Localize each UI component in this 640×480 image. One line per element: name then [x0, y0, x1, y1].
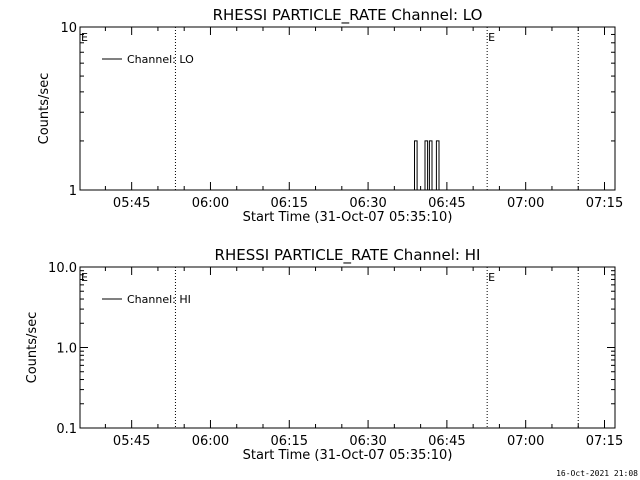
panel-2-x-tick-label: 06:45: [428, 434, 465, 449]
panel-1-x-tick-label: 07:00: [507, 196, 544, 211]
panel-2-x-tick-label: 06:30: [349, 434, 386, 449]
panel-2-y-tick-label: 1.0: [56, 342, 77, 357]
panel-2-chart-title: RHESSI PARTICLE_RATE Channel: HI: [215, 246, 481, 265]
panel-1-legend-label: Channel: LO: [127, 53, 194, 66]
panel-1-x-axis-label: Start Time (31-Oct-07 05:35:10): [243, 210, 453, 225]
panel-2-y-tick-label: 10.0: [48, 261, 77, 276]
panel-2-marker-label: E: [81, 271, 88, 284]
panel-1-y-tick-label: 10: [60, 21, 77, 36]
panel-2-y-axis-label: Counts/sec: [25, 312, 40, 384]
panel-1-x-tick-label: 07:15: [586, 196, 623, 211]
panel-1-marker-label: E: [81, 31, 88, 44]
panel-2-x-tick-label: 06:15: [271, 434, 308, 449]
panel-1-plot-frame: [79, 26, 616, 191]
footer-timestamp: 16-Oct-2021 21:08: [556, 469, 638, 478]
panel-1-y-tick-label: 1: [69, 184, 77, 199]
panel-1-x-tick-label: 06:30: [349, 196, 386, 211]
panel-2-y-tick-label: 0.1: [56, 422, 77, 437]
panel-1-marker-label: E: [488, 31, 495, 44]
panel-2-x-tick-label: 06:00: [192, 434, 229, 449]
panel-1-y-axis-label: Counts/sec: [37, 73, 52, 145]
panel-2-x-axis-label: Start Time (31-Oct-07 05:35:10): [243, 448, 453, 463]
panel-1-x-tick-label: 06:15: [271, 196, 308, 211]
panel-1-x-tick-label: 06:45: [428, 196, 465, 211]
panel-2-x-tick-label: 05:45: [113, 434, 150, 449]
panel-1-chart-title: RHESSI PARTICLE_RATE Channel: LO: [213, 6, 483, 25]
panel-1-series-line: [414, 140, 440, 191]
panel-2-plot-frame: [79, 266, 616, 429]
panel-1-x-tick-label: 06:00: [192, 196, 229, 211]
panel-2-x-tick-label: 07:15: [586, 434, 623, 449]
panel-2-x-tick-label: 07:00: [507, 434, 544, 449]
panel-2-legend-label: Channel: HI: [127, 293, 191, 306]
panel-1-x-tick-label: 05:45: [113, 196, 150, 211]
panel-2-marker-label: E: [488, 271, 495, 284]
